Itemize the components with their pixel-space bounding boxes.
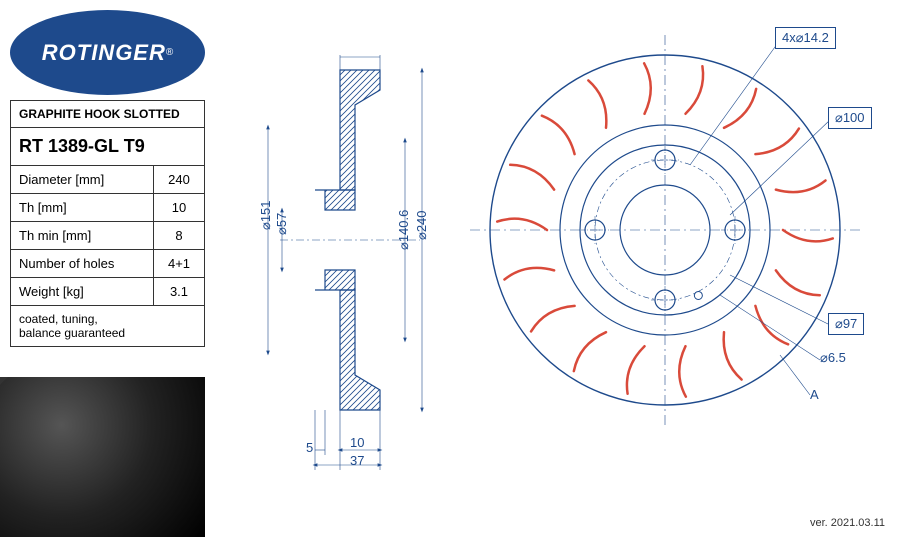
spec-row: Th [mm] 10 <box>11 194 204 222</box>
brand-name: ROTINGER <box>42 40 166 66</box>
spec-table: GRAPHITE HOOK SLOTTED RT 1389-GL T9 Diam… <box>10 100 205 347</box>
registered-mark: ® <box>166 47 173 58</box>
callout-d97: ⌀97 <box>828 313 864 335</box>
spec-label: Th [mm] <box>11 194 154 221</box>
dim-d151: ⌀151 <box>258 200 274 230</box>
spec-row: Th min [mm] 8 <box>11 222 204 250</box>
spec-value: 10 <box>154 194 204 221</box>
dim-5: 5 <box>306 440 313 455</box>
product-photo <box>0 377 205 537</box>
dim-d240: ⌀240 <box>414 210 430 240</box>
dim-d57: ⌀57 <box>274 213 290 235</box>
spec-row: Number of holes 4+1 <box>11 250 204 278</box>
side-view-group <box>268 55 422 470</box>
spec-value: 4+1 <box>154 250 204 277</box>
spec-row: Diameter [mm] 240 <box>11 166 204 194</box>
dim-37: 37 <box>350 453 364 468</box>
drawing-svg <box>220 15 880 505</box>
product-subtitle: GRAPHITE HOOK SLOTTED <box>11 101 188 127</box>
technical-drawing: ⌀151 ⌀57 ⌀140.6 ⌀240 5 10 37 4x⌀14.2 ⌀10… <box>220 15 880 505</box>
front-view-group <box>470 35 860 425</box>
spec-value: 3.1 <box>154 278 204 305</box>
spec-value: 8 <box>154 222 204 249</box>
dim-10: 10 <box>350 435 364 450</box>
label-A: A <box>810 387 819 402</box>
version-label: ver. 2021.03.11 <box>810 517 885 529</box>
spec-label: Th min [mm] <box>11 222 154 249</box>
part-number: RT 1389-GL T9 <box>11 128 153 165</box>
spec-value: 240 <box>154 166 204 193</box>
spec-label: Diameter [mm] <box>11 166 154 193</box>
spec-label: Weight [kg] <box>11 278 154 305</box>
callout-d65: ⌀6.5 <box>820 350 846 366</box>
callout-bolts: 4x⌀14.2 <box>775 27 836 49</box>
spec-row: Weight [kg] 3.1 <box>11 278 204 306</box>
product-notes: coated, tuning, balance guaranteed <box>11 306 133 346</box>
callout-d100: ⌀100 <box>828 107 872 129</box>
spec-label: Number of holes <box>11 250 154 277</box>
brand-logo: ROTINGER ® <box>10 10 205 95</box>
dim-d140: ⌀140.6 <box>396 210 412 250</box>
